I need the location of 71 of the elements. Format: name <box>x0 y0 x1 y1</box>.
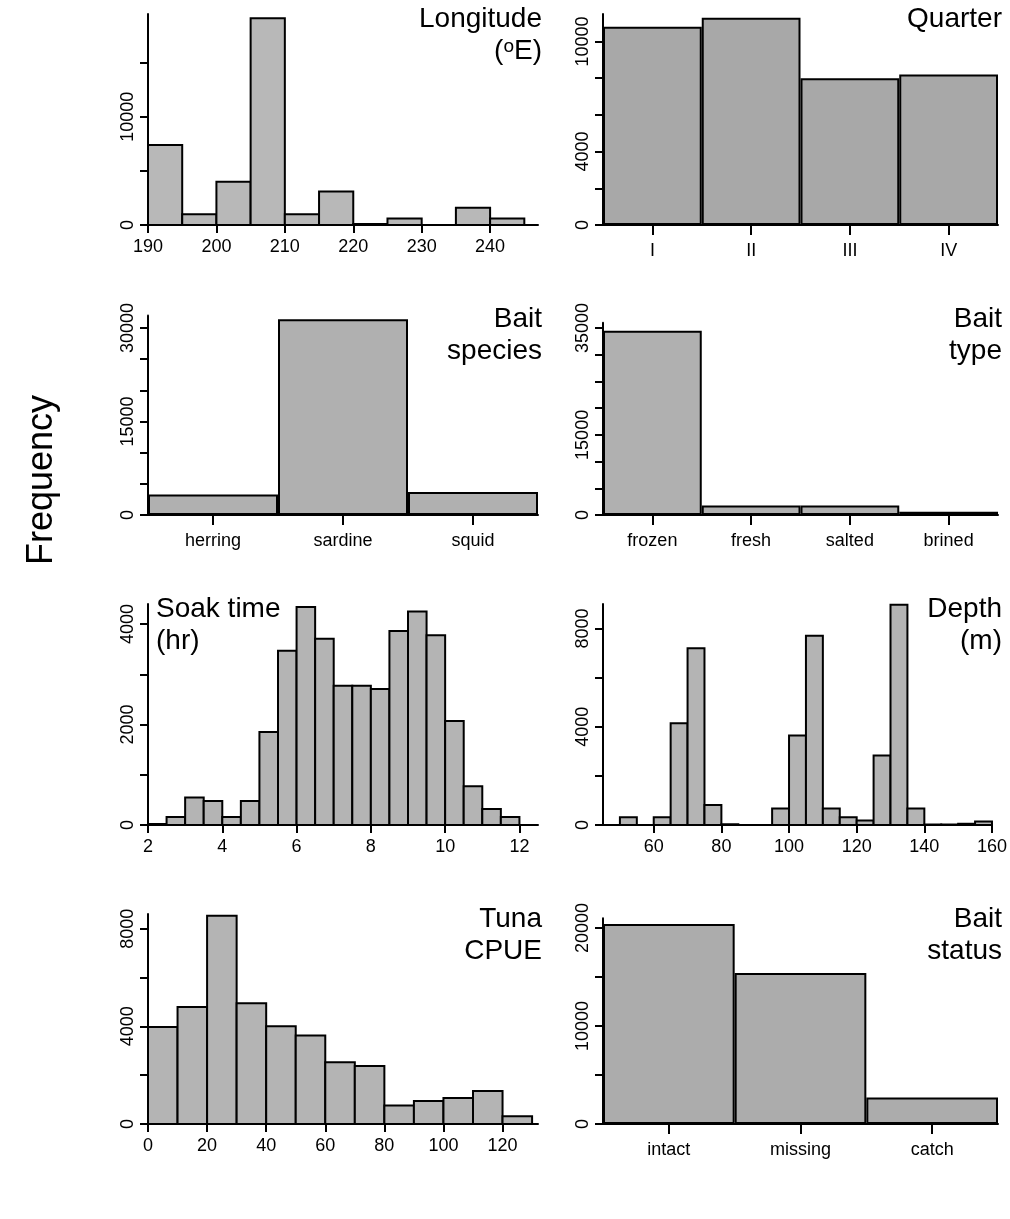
x-tick-label: 6 <box>291 836 302 856</box>
x-tick-label: frozen <box>627 530 678 550</box>
chart-title: Tuna CPUE <box>464 902 542 966</box>
x-tick-label: squid <box>451 530 495 550</box>
x-tick-label: 80 <box>374 1135 395 1155</box>
chart-title: Bait type <box>949 302 1002 366</box>
x-tick-label: 80 <box>711 836 732 856</box>
y-tick-label: 8000 <box>572 608 592 649</box>
x-tick-label: intact <box>647 1139 691 1159</box>
x-tick-label: 120 <box>487 1135 518 1155</box>
y-tick-label: 4000 <box>117 1006 137 1047</box>
x-tick-label: 0 <box>142 1135 154 1155</box>
x-tick-label: 60 <box>315 1135 336 1155</box>
x-tick-label: 12 <box>509 836 530 856</box>
x-tick-label: 40 <box>256 1135 277 1155</box>
x-tick-label: IV <box>940 240 958 260</box>
y-tick-label: 4000 <box>572 706 592 747</box>
x-tick-label: 100 <box>774 836 805 856</box>
x-tick-label: 10 <box>435 836 456 856</box>
y-tick-label: 8000 <box>117 908 137 949</box>
chart-title: Longitude (ᵒE) <box>418 2 542 66</box>
x-tick-label: 4 <box>217 836 228 856</box>
x-tick-label: brined <box>923 530 974 550</box>
x-tick-label: 160 <box>976 836 1008 856</box>
chart-title: Depth (m) <box>927 592 1002 656</box>
x-tick-label: 140 <box>909 836 940 856</box>
chart-title: Bait species <box>447 302 542 366</box>
x-tick-label: missing <box>769 1139 832 1159</box>
y-tick-label: 10000 <box>572 1000 592 1052</box>
x-tick-label: I <box>649 240 655 260</box>
y-tick-label: 0 <box>117 819 137 831</box>
x-tick-label: III <box>842 240 858 260</box>
x-tick-label: salted <box>825 530 874 550</box>
y-tick-label: 2000 <box>117 704 137 745</box>
x-tick-label: fresh <box>731 530 772 550</box>
y-tick-label: 10000 <box>572 16 592 67</box>
y-tick-label: 0 <box>117 219 137 231</box>
y-tick-label: 15000 <box>117 396 137 447</box>
x-tick-label: 240 <box>475 236 506 256</box>
y-tick-label: 0 <box>572 1118 592 1130</box>
chart-title: Quarter <box>907 2 1002 34</box>
y-tick-label: 0 <box>117 509 137 521</box>
x-tick-label: 120 <box>841 836 872 856</box>
y-tick-label: 20000 <box>572 903 592 954</box>
x-tick-label: 220 <box>338 236 369 256</box>
chart-title: Soak time (hr) <box>156 592 281 656</box>
x-tick-label: catch <box>910 1139 954 1159</box>
x-tick-label: sardine <box>313 530 373 550</box>
y-tick-label: 4000 <box>572 131 592 172</box>
y-tick-label: 10000 <box>117 91 137 142</box>
chart-title: Bait status <box>927 902 1002 966</box>
y-axis-title: Frequency <box>19 394 61 565</box>
x-tick-label: 210 <box>269 236 300 256</box>
x-tick-label: 100 <box>428 1135 459 1155</box>
x-tick-label: 200 <box>201 236 232 256</box>
y-tick-label: 0 <box>117 1118 137 1130</box>
x-tick-label: 60 <box>643 836 664 856</box>
y-tick-label: 0 <box>572 509 592 521</box>
y-tick-label: 35000 <box>572 303 592 354</box>
y-tick-label: 0 <box>572 819 592 831</box>
x-tick-label: 20 <box>197 1135 218 1155</box>
y-tick-label: 4000 <box>117 604 137 645</box>
x-tick-label: 230 <box>406 236 437 256</box>
x-tick-label: II <box>746 240 757 260</box>
y-tick-label: 0 <box>572 219 592 231</box>
x-tick-label: 8 <box>365 836 376 856</box>
y-tick-label: 30000 <box>117 303 137 354</box>
x-tick-label: 2 <box>142 836 154 856</box>
x-tick-label: herring <box>184 530 242 550</box>
y-tick-label: 15000 <box>572 409 592 460</box>
x-tick-label: 190 <box>132 236 164 256</box>
